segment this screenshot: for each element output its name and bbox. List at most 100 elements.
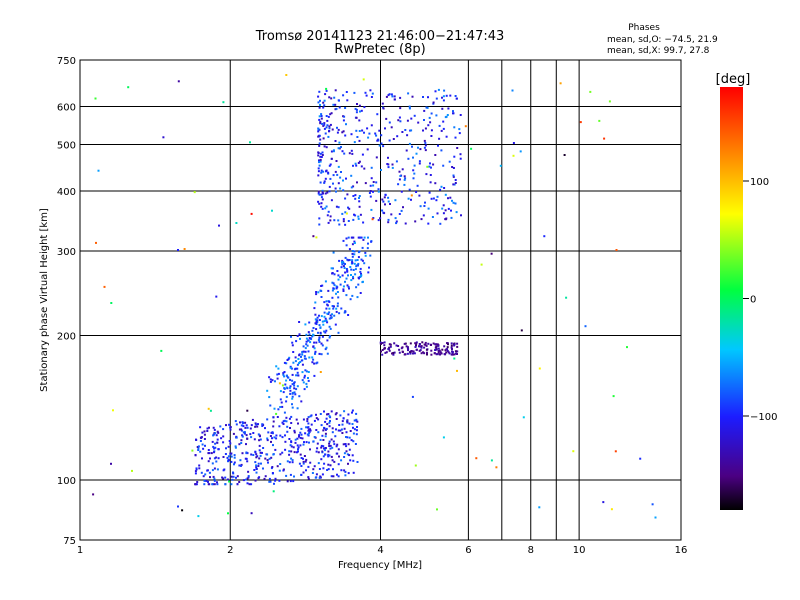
scatter-point (395, 220, 398, 223)
scatter-point (327, 115, 330, 118)
scatter-point (198, 464, 201, 467)
scatter-point (229, 442, 232, 445)
scatter-point (321, 473, 324, 476)
scatter-point (444, 193, 447, 196)
scatter-point (294, 393, 297, 396)
scatter-point (258, 449, 261, 452)
scatter-point (360, 272, 362, 275)
scatter-point (400, 190, 403, 193)
scatter-point (399, 120, 402, 123)
scatter-point (244, 426, 247, 429)
scatter-point (278, 382, 281, 385)
scatter-point (291, 403, 293, 406)
scatter-point (284, 383, 287, 386)
colorbar-tick-label: 100 (750, 177, 769, 188)
scatter-point (243, 431, 246, 434)
scatter-point (200, 471, 203, 474)
scatter-point (452, 353, 454, 356)
scatter-point (226, 478, 229, 481)
scatter-point (299, 337, 301, 340)
scatter-point (326, 191, 329, 194)
scatter-point (317, 135, 320, 138)
scatter-point (431, 216, 434, 218)
scatter-point (453, 343, 456, 346)
scatter-point (274, 448, 277, 451)
scatter-point (387, 200, 390, 203)
scatter-point (103, 285, 106, 288)
scatter-point (452, 183, 455, 186)
scatter-point (356, 136, 359, 138)
scatter-point (293, 429, 296, 432)
x-axis-label: Frequency [MHz] (338, 560, 422, 571)
scatter-point (388, 139, 391, 142)
scatter-point (278, 469, 281, 472)
scatter-point (386, 163, 389, 165)
scatter-point (305, 340, 308, 343)
scatter-point (335, 287, 338, 290)
scatter-point (384, 127, 386, 130)
scatter-point (210, 452, 213, 455)
scatter-point (398, 170, 401, 173)
scatter-point (390, 93, 393, 96)
scatter-point (328, 445, 331, 447)
scatter-point (296, 367, 299, 370)
scatter-point (434, 343, 437, 346)
scatter-point (259, 438, 262, 441)
scatter-point (296, 363, 299, 366)
scatter-point (275, 434, 278, 437)
scatter-point (194, 470, 197, 473)
scatter-point (357, 276, 360, 279)
scatter-point (350, 279, 353, 282)
scatter-point (256, 425, 259, 428)
scatter-point (297, 450, 299, 453)
scatter-point (254, 425, 257, 428)
scatter-point (333, 96, 336, 99)
scatter-point (213, 467, 216, 470)
scatter-point (337, 99, 340, 102)
scatter-point (327, 135, 330, 138)
scatter-point (217, 448, 220, 451)
scatter-point (405, 345, 408, 348)
scatter-point (268, 376, 271, 379)
scatter-point (403, 342, 406, 345)
scatter-point (268, 477, 271, 480)
scatter-point (382, 107, 385, 110)
scatter-point (254, 422, 257, 425)
scatter-point (195, 438, 197, 441)
y-tick-label: 75 (63, 536, 76, 547)
scatter-point (213, 479, 216, 482)
scatter-point (322, 137, 325, 140)
scatter-point (339, 429, 342, 432)
scatter-point (345, 268, 348, 270)
scatter-point (250, 512, 253, 515)
scatter-point (519, 150, 522, 153)
scatter-point (347, 314, 350, 316)
scatter-point (313, 307, 316, 310)
scatter-point (289, 389, 292, 392)
scatter-point (300, 473, 303, 476)
scatter-point (315, 417, 318, 420)
scatter-point (453, 357, 456, 360)
scatter-point (354, 162, 357, 165)
scatter-point (348, 152, 351, 155)
scatter-point (343, 115, 346, 118)
scatter-point (355, 129, 358, 132)
scatter-point (314, 313, 317, 316)
scatter-point (403, 183, 406, 186)
scatter-point (350, 174, 353, 177)
scatter-point (324, 177, 327, 180)
scatter-point (334, 170, 337, 173)
scatter-point (367, 242, 369, 245)
scatter-point (269, 380, 272, 383)
scatter-point (379, 341, 382, 344)
scatter-point (325, 87, 328, 90)
scatter-point (344, 443, 347, 446)
scatter-point (439, 351, 442, 354)
scatter-point (278, 479, 281, 482)
scatter-point (380, 350, 382, 353)
scatter-point (195, 468, 198, 471)
scatter-point (358, 160, 361, 163)
scatter-point (370, 177, 373, 180)
scatter-point (448, 160, 451, 163)
scatter-point (299, 453, 302, 456)
